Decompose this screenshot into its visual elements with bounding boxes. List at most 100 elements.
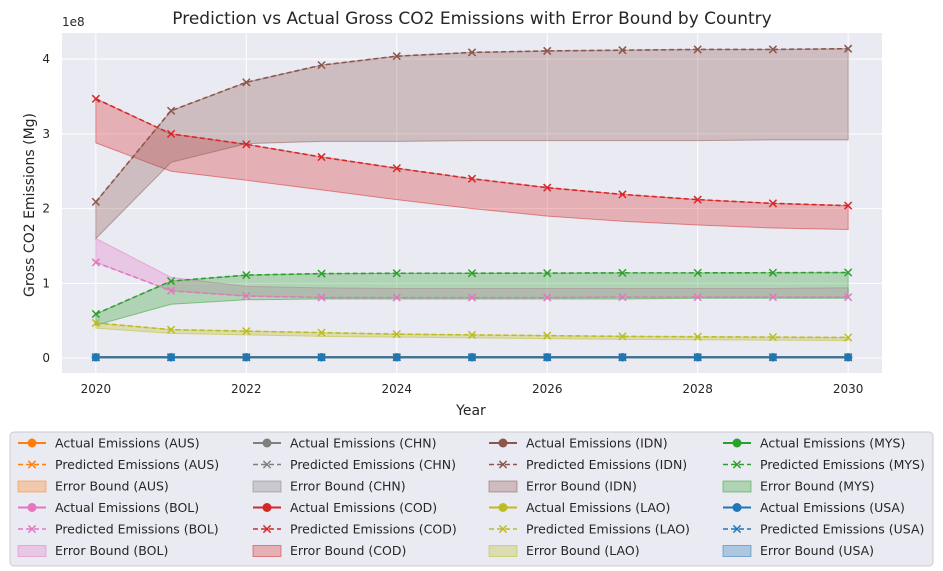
predicted-point-cod bbox=[467, 174, 477, 183]
legend-x-marker bbox=[262, 460, 272, 469]
actual-point-usa bbox=[242, 353, 251, 362]
legend-label: Error Bound (AUS) bbox=[55, 479, 169, 494]
legend-item: Actual Emissions (CHN) bbox=[253, 436, 436, 451]
legend-item: Error Bound (BOL) bbox=[17, 543, 168, 558]
actual-point-usa bbox=[543, 353, 552, 362]
actual-point-usa bbox=[843, 353, 853, 362]
predicted-point-mys bbox=[392, 269, 401, 278]
legend-actual-marker bbox=[262, 438, 272, 448]
legend-label: Error Bound (CHN) bbox=[290, 479, 406, 494]
legend-label: Predicted Emissions (IDN) bbox=[526, 457, 687, 472]
predicted-point-lao bbox=[768, 333, 778, 342]
x-marker-stroke bbox=[467, 330, 477, 340]
x-marker-stroke bbox=[242, 140, 251, 149]
x-marker-stroke bbox=[392, 293, 401, 302]
legend-actual-marker bbox=[498, 438, 508, 448]
x-marker-stroke bbox=[91, 309, 100, 319]
predicted-point-lao bbox=[618, 332, 627, 341]
x-marker-stroke bbox=[392, 164, 401, 173]
predicted-point-mys bbox=[768, 268, 778, 277]
legend-x-marker bbox=[732, 524, 742, 534]
predicted-point-bol bbox=[317, 293, 326, 302]
x-marker-stroke bbox=[693, 293, 702, 302]
legend-item: Error Bound (MYS) bbox=[722, 479, 875, 494]
x-marker-stroke bbox=[317, 328, 326, 337]
predicted-point-idn bbox=[467, 48, 477, 57]
predicted-point-cod bbox=[768, 199, 778, 208]
legend-label: Predicted Emissions (MYS) bbox=[760, 457, 925, 472]
x-marker-stroke bbox=[844, 333, 853, 342]
x-marker-stroke bbox=[543, 331, 552, 340]
legend-label: Actual Emissions (IDN) bbox=[526, 436, 668, 451]
predicted-point-lao bbox=[844, 333, 853, 342]
legend-item: Error Bound (COD) bbox=[252, 543, 406, 558]
x-tick-label: 2022 bbox=[231, 382, 262, 396]
legend: Actual Emissions (AUS) Predicted Emission… bbox=[9, 431, 934, 567]
legend-actual-marker bbox=[498, 503, 508, 512]
legend-item: Error Bound (LAO) bbox=[488, 543, 640, 558]
x-marker-stroke bbox=[844, 268, 853, 277]
legend-item: Predicted Emissions (AUS) bbox=[18, 457, 219, 472]
actual-point-usa bbox=[768, 353, 778, 362]
x-tick-label: 2030 bbox=[833, 382, 864, 396]
x-marker-stroke bbox=[618, 293, 627, 302]
predicted-line-bol bbox=[95, 261, 849, 299]
actual-point-usa bbox=[91, 353, 101, 362]
legend-x-marker bbox=[498, 460, 508, 469]
x-marker-stroke bbox=[543, 268, 552, 278]
x-marker-stroke bbox=[392, 330, 401, 339]
legend-item: Actual Emissions (MYS) bbox=[723, 436, 905, 451]
x-marker-stroke bbox=[693, 268, 702, 277]
x-marker-stroke bbox=[467, 293, 477, 302]
x-marker-stroke bbox=[543, 293, 552, 302]
x-marker-stroke bbox=[618, 268, 627, 277]
legend-label: Error Bound (BOL) bbox=[55, 543, 168, 558]
x-marker-stroke bbox=[467, 269, 477, 278]
x-marker-stroke bbox=[242, 291, 251, 301]
y-tick-label: 3 bbox=[42, 127, 50, 141]
y-tick-label: 1 bbox=[42, 276, 50, 290]
predicted-point-cod bbox=[693, 195, 702, 204]
x-marker-stroke bbox=[768, 199, 778, 208]
predicted-point-bol bbox=[768, 293, 778, 302]
legend-item: Error Bound (AUS) bbox=[17, 479, 169, 494]
predicted-point-cod bbox=[543, 183, 552, 192]
legend-bound-swatch bbox=[252, 545, 282, 557]
legend-actual-marker bbox=[262, 503, 272, 512]
legend-bound-swatch bbox=[252, 480, 282, 493]
legend-bound-swatch bbox=[17, 545, 47, 557]
x-tick-labels: 2020 2022 2024 2026 2028 2030 bbox=[81, 382, 864, 396]
legend-item: Predicted Emissions (MYS) bbox=[723, 457, 925, 472]
legend-bound-swatch bbox=[488, 480, 518, 493]
predicted-point-bol bbox=[91, 258, 100, 267]
legend-label: Actual Emissions (AUS) bbox=[55, 436, 200, 451]
y-tick-label: 4 bbox=[42, 52, 50, 66]
x-tick-label: 2020 bbox=[81, 382, 112, 396]
predicted-point-idn bbox=[166, 106, 176, 115]
predicted-point-idn bbox=[317, 61, 326, 70]
x-tick-label: 2026 bbox=[532, 382, 563, 396]
legend-item: Error Bound (IDN) bbox=[488, 479, 637, 494]
predicted-point-lao bbox=[543, 331, 552, 340]
x-marker-stroke bbox=[242, 327, 251, 336]
error-bound-idn bbox=[95, 48, 849, 240]
legend-bound-swatch bbox=[17, 480, 47, 493]
x-marker-stroke bbox=[392, 269, 401, 278]
legend-label: Predicted Emissions (LAO) bbox=[526, 522, 690, 537]
legend-item: Error Bound (USA) bbox=[722, 543, 874, 558]
actual-point-usa bbox=[392, 353, 401, 362]
x-marker-stroke bbox=[618, 46, 627, 55]
predicted-point-lao bbox=[91, 318, 100, 328]
legend-actual-marker bbox=[732, 438, 742, 448]
error-bound-cod bbox=[95, 97, 849, 231]
x-marker-stroke bbox=[317, 61, 326, 70]
legend-x-marker bbox=[262, 524, 272, 534]
legend-item: Error Bound (CHN) bbox=[252, 479, 406, 494]
chart-title: Prediction vs Actual Gross CO2 Emissions… bbox=[172, 9, 771, 29]
x-marker-stroke bbox=[618, 332, 627, 341]
legend-label: Predicted Emissions (USA) bbox=[760, 522, 924, 537]
legend-label: Actual Emissions (USA) bbox=[760, 500, 905, 515]
x-marker-stroke bbox=[467, 48, 477, 57]
predicted-point-mys bbox=[317, 269, 326, 278]
x-axis-label: Year bbox=[455, 403, 486, 419]
